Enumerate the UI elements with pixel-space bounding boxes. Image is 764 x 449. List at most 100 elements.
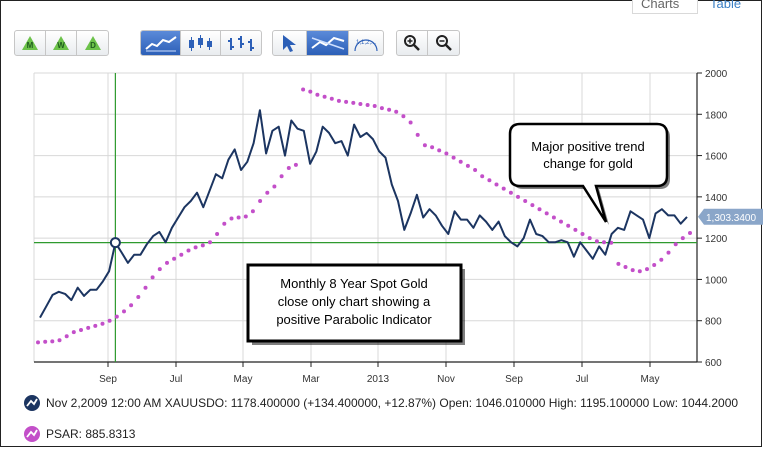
psar-point [150, 275, 155, 280]
psar-point [114, 314, 119, 319]
psar-point [215, 232, 220, 236]
psar-point [680, 236, 685, 241]
psar-point [408, 120, 413, 125]
psar-series [36, 87, 692, 345]
psar-point [387, 107, 392, 112]
trendline-tool-button[interactable] [307, 31, 349, 55]
weekly-label: W [57, 41, 65, 50]
psar-point [594, 239, 599, 244]
zoom-in-icon [404, 35, 420, 51]
y-tick-label: 600 [705, 358, 722, 369]
monthly-label: M [27, 41, 34, 50]
x-tick-label: Jul [576, 374, 589, 385]
psar-point [494, 182, 499, 187]
psar-point [587, 236, 592, 241]
psar-point [358, 102, 363, 106]
psar-point [516, 194, 520, 199]
zoom-in-button[interactable] [397, 31, 428, 55]
psar-point [122, 309, 126, 314]
psar-point [602, 240, 606, 245]
pointer-tool-button[interactable] [273, 31, 307, 55]
psar-point [444, 151, 449, 156]
psar-point [637, 269, 642, 274]
note-line-1: Monthly 8 Year Spot Gold [280, 276, 427, 291]
line-chart-button[interactable] [141, 31, 181, 55]
zoom-button-group [396, 30, 460, 56]
psar-point [250, 209, 255, 214]
psar-point [308, 89, 313, 94]
chart-grid [34, 72, 697, 322]
psar-point [688, 231, 692, 235]
x-tick-label: Jul [170, 374, 183, 385]
psar-point [107, 318, 112, 323]
psar-point [473, 168, 478, 172]
psar-point [508, 190, 513, 195]
x-tick-label: May [641, 374, 660, 385]
psar-point [329, 96, 334, 101]
psar-point [372, 104, 377, 108]
candlestick-chart-button[interactable] [181, 31, 221, 55]
psar-point [236, 215, 241, 220]
psar-point [286, 166, 291, 170]
tab-table[interactable]: Table [710, 0, 742, 11]
price-series-icon[interactable] [24, 395, 40, 411]
psar-point [480, 174, 485, 179]
psar-point [623, 265, 628, 269]
zoom-out-icon [435, 35, 452, 51]
weekly-period-button[interactable]: W [46, 31, 77, 55]
y-tick-label: 1000 [705, 275, 728, 286]
y-tick-label: 1400 [705, 193, 728, 204]
psar-point [365, 103, 370, 107]
psar-point [36, 340, 40, 345]
psar-point [394, 109, 399, 114]
monthly-period-button[interactable]: M [15, 31, 46, 55]
psar-point [451, 155, 456, 160]
price-legend-row: Nov 2,2009 12:00 AM XAUUSDO: 1178.400000… [24, 395, 738, 411]
psar-point [100, 321, 105, 326]
drawing-tools-group: 1,1,2,... [272, 30, 384, 56]
psar-point [279, 174, 284, 179]
daily-label: D [90, 41, 96, 50]
psar-point [71, 330, 76, 335]
psar-point [186, 248, 191, 253]
note-line-3: positive Parabolic Indicator [276, 312, 432, 327]
ohlc-chart-button[interactable] [221, 31, 261, 55]
y-tick-label: 1200 [705, 234, 728, 245]
cursor-arrow-icon [282, 35, 296, 52]
callout-line-2: change for gold [543, 156, 633, 171]
x-tick-label: May [234, 374, 253, 385]
x-gridlines [33, 73, 651, 362]
psar-point [673, 242, 678, 247]
x-tick-label: Sep [99, 374, 117, 385]
psar-point [351, 100, 356, 105]
psar-point [208, 240, 212, 245]
last-value-badge-shape [698, 208, 763, 225]
note-line-2: close only chart showing a [278, 294, 431, 309]
psar-point [193, 245, 198, 250]
price-legend-text: Nov 2,2009 12:00 AM XAUUSDO: 1178.400000… [46, 396, 739, 410]
callout-annotation: Major positive trend change for gold [508, 122, 670, 225]
psar-point [422, 143, 427, 148]
psar-series-icon[interactable] [24, 426, 40, 442]
zoom-out-button[interactable] [428, 31, 459, 55]
y-tick-label: 2000 [705, 69, 728, 80]
monthly-icon: M [22, 36, 38, 50]
psar-point [143, 285, 148, 290]
psar-point [666, 250, 671, 255]
psar-point [559, 219, 563, 224]
psar-point [301, 87, 306, 92]
daily-period-button[interactable]: D [77, 31, 108, 55]
chart-type-button-group [140, 30, 262, 56]
psar-point [222, 221, 227, 226]
psar-point [401, 114, 406, 119]
psar-point [523, 199, 528, 203]
tab-charts[interactable]: Charts [632, 0, 698, 14]
psar-point [573, 227, 578, 232]
fibonacci-tool-button[interactable]: 1,1,2,... [349, 31, 383, 55]
psar-point [465, 163, 470, 168]
psar-point [86, 325, 91, 330]
x-tick-label: 2013 [367, 374, 390, 385]
psar-point [530, 203, 535, 208]
psar-point [179, 252, 184, 257]
